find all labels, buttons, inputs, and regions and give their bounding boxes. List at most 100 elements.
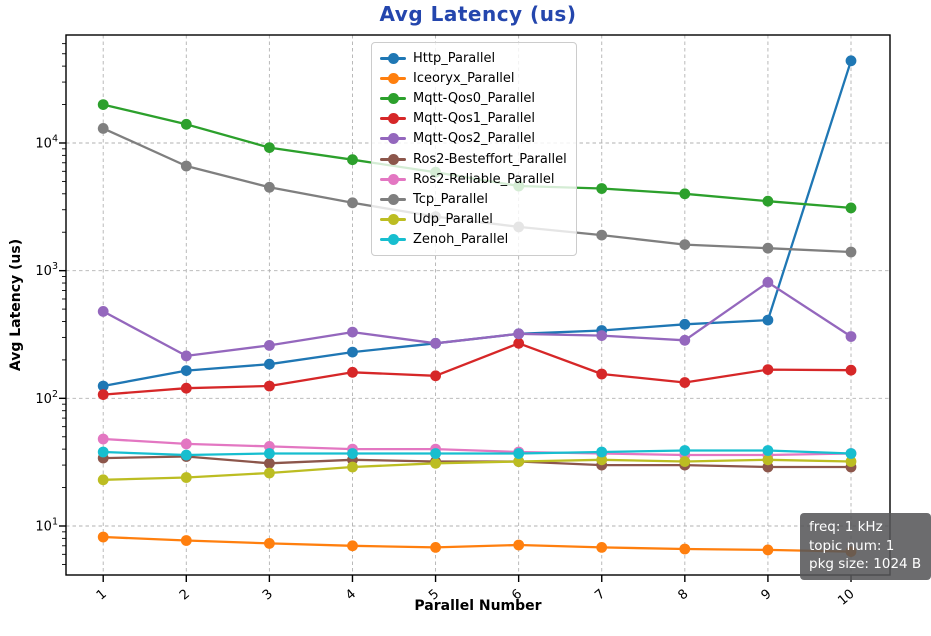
info-pkg-size: pkg size: 1024 B	[809, 556, 922, 573]
y-axis-label: Avg Latency (us)	[8, 238, 24, 372]
data-point	[762, 314, 774, 326]
data-point	[347, 154, 358, 166]
data-point	[430, 448, 441, 459]
data-point	[596, 368, 608, 380]
data-point	[97, 474, 109, 486]
legend: Http_Parallel Iceoryx_Parallel Mqtt-Qos0_P…	[371, 42, 577, 256]
data-point	[180, 449, 192, 461]
data-point	[180, 160, 192, 172]
legend-label: Mqtt-Qos0_Parallel	[413, 90, 535, 106]
data-point	[97, 531, 109, 543]
data-point	[347, 540, 358, 552]
legend-label: Udp_Parallel	[413, 212, 493, 228]
legend-marker-icon	[380, 173, 406, 185]
data-point	[845, 55, 857, 67]
data-point	[264, 448, 275, 459]
data-point	[180, 365, 192, 376]
data-point	[264, 457, 275, 469]
data-point	[430, 337, 441, 349]
data-point	[762, 445, 774, 456]
data-point	[264, 142, 275, 154]
data-point	[264, 181, 275, 193]
data-point	[180, 438, 192, 450]
y-tick-label: 104	[35, 133, 58, 151]
legend-item-Mqtt-Qos2_Parallel: Mqtt-Qos2_Parallel	[380, 129, 568, 149]
data-point	[762, 454, 774, 466]
legend-marker-icon	[380, 52, 406, 64]
data-point	[264, 358, 275, 370]
data-point	[347, 346, 358, 358]
data-point	[596, 183, 608, 194]
series-Zenoh_Parallel	[97, 445, 857, 461]
data-point	[762, 544, 774, 556]
data-point	[513, 456, 525, 467]
gridlines	[66, 35, 890, 575]
data-point	[596, 454, 608, 466]
series-line	[103, 458, 852, 481]
x-axis-label: Parallel Number	[414, 598, 542, 614]
legend-item-Zenoh_Parallel: Zenoh_Parallel	[380, 230, 568, 250]
legend-item-Mqtt-Qos0_Parallel: Mqtt-Qos0_Parallel	[380, 88, 568, 108]
y-tick-label: 101	[35, 517, 58, 535]
data-point	[430, 542, 441, 553]
data-point	[679, 239, 691, 251]
data-point	[264, 380, 275, 392]
info-freq: freq: 1 kHz	[809, 519, 883, 535]
legend-marker-icon	[380, 234, 406, 246]
data-point	[513, 539, 525, 551]
legend-label: Zenoh_Parallel	[413, 232, 509, 248]
legend-item-Iceoryx_Parallel: Iceoryx_Parallel	[380, 68, 568, 88]
data-point	[845, 364, 857, 376]
data-point	[264, 538, 275, 549]
data-point	[513, 448, 525, 459]
data-point	[762, 276, 774, 288]
legend-item-Ros2-Besteffort_Parallel: Ros2-Besteffort_Parallel	[380, 149, 568, 169]
plot-border	[65, 34, 891, 576]
data-point	[762, 364, 774, 375]
data-point	[762, 242, 774, 254]
data-point	[845, 202, 857, 214]
legend-label: Tcp_Parallel	[413, 191, 488, 207]
data-point	[679, 318, 691, 330]
data-point	[679, 543, 691, 555]
data-point	[97, 380, 109, 392]
legend-item-Mqtt-Qos1_Parallel: Mqtt-Qos1_Parallel	[380, 109, 568, 129]
data-point	[596, 229, 608, 241]
y-tick-label: 102	[35, 389, 58, 407]
data-point	[347, 326, 358, 338]
data-point	[264, 340, 275, 351]
series-line	[103, 449, 852, 457]
legend-marker-icon	[380, 92, 406, 104]
data-point	[347, 448, 358, 459]
data-point	[430, 370, 441, 382]
series-line	[103, 342, 852, 396]
data-point	[845, 448, 857, 459]
data-point	[180, 472, 192, 483]
data-point	[180, 535, 192, 546]
legend-item-Http_Parallel: Http_Parallel	[380, 48, 568, 68]
data-point	[596, 446, 608, 458]
data-point	[596, 542, 608, 553]
series-line	[102, 281, 852, 358]
info-box: freq: 1 kHz topic num: 1 pkg size: 1024 …	[800, 513, 931, 580]
data-point	[180, 118, 192, 130]
data-point	[347, 197, 358, 209]
series-Mqtt-Qos1_Parallel	[97, 337, 857, 400]
data-point	[97, 122, 109, 134]
data-point	[679, 188, 691, 200]
data-point	[97, 389, 109, 400]
data-point	[513, 328, 525, 340]
data-point	[845, 331, 857, 342]
legend-label: Mqtt-Qos1_Parallel	[413, 111, 535, 127]
legend-marker-icon	[380, 133, 406, 145]
series-line	[103, 535, 852, 553]
legend-label: Ros2-Reliable_Parallel	[413, 171, 555, 187]
legend-label: Http_Parallel	[413, 50, 496, 66]
y-ticks	[59, 43, 66, 565]
data-point	[679, 334, 691, 346]
data-point	[97, 306, 109, 317]
legend-label: Ros2-Besteffort_Parallel	[413, 151, 567, 167]
legend-item-Tcp_Parallel: Tcp_Parallel	[380, 189, 568, 209]
data-point	[97, 99, 109, 110]
data-point	[679, 456, 691, 467]
